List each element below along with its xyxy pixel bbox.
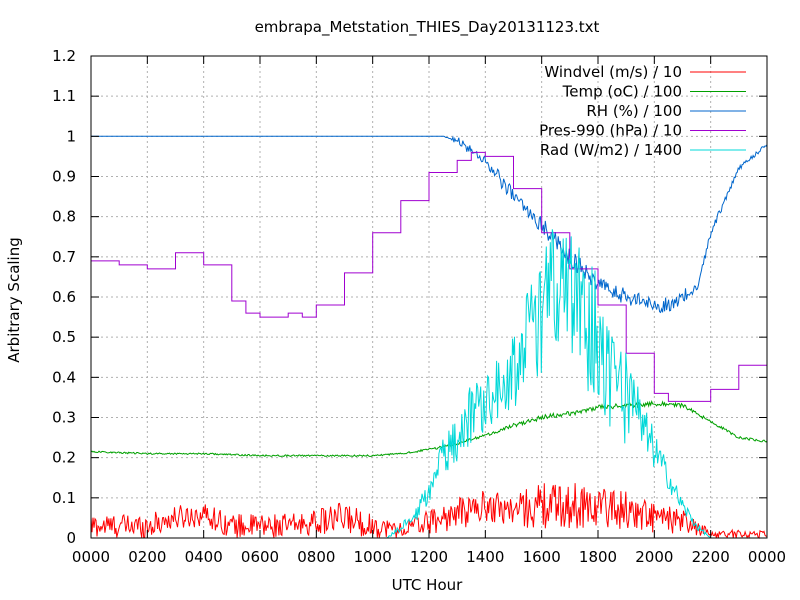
y-tick-label: 0.4 (52, 368, 76, 386)
x-tick-label: 1400 (466, 548, 504, 566)
x-tick-label: 0000 (72, 548, 110, 566)
y-tick-label: 0.3 (52, 409, 76, 427)
y-tick-label: 0.5 (52, 328, 76, 346)
series-line-windvel (90, 483, 768, 539)
x-tick-label: 1600 (523, 548, 561, 566)
series-line-pres-990 (91, 151, 768, 402)
x-tick-label: 2000 (635, 548, 673, 566)
x-tick-label: 2200 (692, 548, 730, 566)
x-tick-label: 0800 (297, 548, 335, 566)
y-tick-label: 0.8 (52, 208, 76, 226)
y-tick-label: 0.2 (52, 449, 76, 467)
legend-label-temp: Temp (oC) / 100 (562, 83, 682, 101)
y-tick-label: 0.7 (52, 248, 76, 266)
x-tick-label: 0600 (241, 548, 279, 566)
y-tick-label: 1.2 (52, 47, 76, 65)
x-tick-label: 0400 (185, 548, 223, 566)
y-axis-label: Arbitrary Scaling (5, 237, 23, 363)
chart-title: embrapa_Metstation_THIES_Day20131123.txt (255, 18, 600, 37)
x-tick-label: 1800 (579, 548, 617, 566)
legend-label-pres-990: Pres-990 (hPa) / 10 (539, 122, 682, 140)
y-tick-label: 1.1 (52, 87, 76, 105)
legend-label-rh: RH (%) / 100 (586, 102, 682, 120)
series-line-rh (91, 135, 768, 314)
x-tick-label: 0000 (748, 548, 786, 566)
legend-label-windvel: Windvel (m/s) / 10 (544, 63, 682, 81)
y-tick-label: 0 (66, 529, 76, 547)
x-tick-label: 0200 (128, 548, 166, 566)
y-tick-label: 0.1 (52, 489, 76, 507)
x-axis-label: UTC Hour (392, 576, 463, 594)
ticks: 0 0.1 0.2 0.3 0.4 0.5 0.6 0.7 0.8 0.9 1 1.1 1.2 0000 0… (52, 47, 786, 566)
series-line-temp (90, 399, 768, 458)
y-tick-label: 0.9 (52, 168, 76, 186)
x-tick-label: 1200 (410, 548, 448, 566)
x-tick-label: 1000 (354, 548, 392, 566)
y-tick-label: 0.6 (52, 288, 76, 306)
y-tick-label: 1 (66, 127, 76, 145)
legend-label-rad: Rad (W/m2) / 1400 (540, 141, 682, 159)
